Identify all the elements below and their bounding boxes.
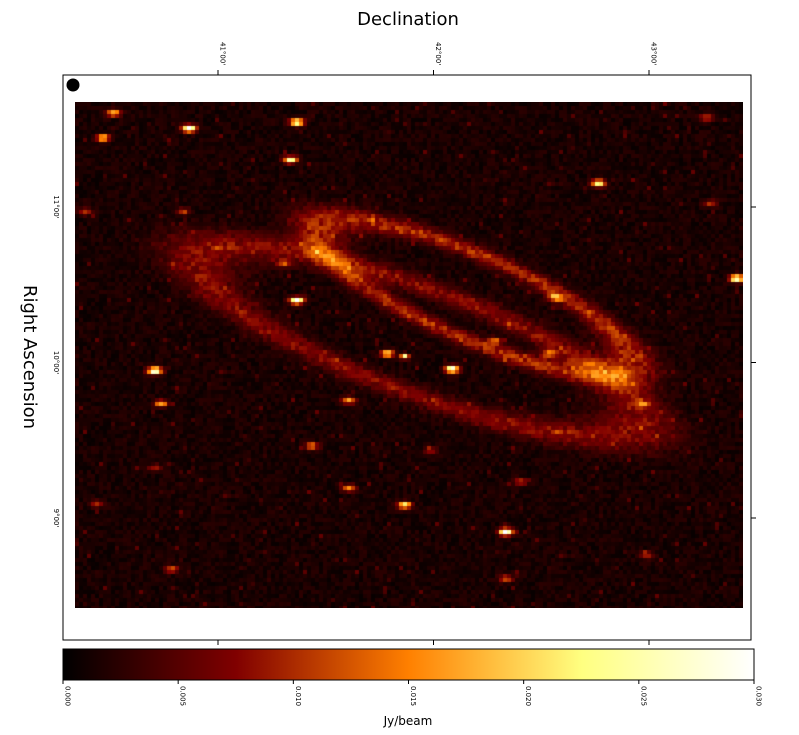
colorbar-tick-label: 0.030	[755, 686, 763, 706]
colorbar-tick-label: 0.000	[64, 686, 72, 706]
x-tick-label: 43°00'	[650, 42, 658, 65]
colorbar-tick-label: 0.010	[294, 686, 302, 706]
colorbar-ticks: 0.000 0.005 0.010 0.015 0.020 0.025 0.030	[62, 680, 763, 706]
x-axis-title: Declination	[357, 9, 459, 30]
colorbar	[62, 648, 755, 681]
colorbar-tick-label: 0.015	[409, 686, 417, 706]
colorbar-tick-label: 0.020	[524, 686, 532, 706]
x-ticks-bottom	[217, 640, 650, 645]
colorbar-label: Jy/beam	[383, 714, 433, 728]
y-axis-title: Right Ascension	[19, 285, 40, 429]
y-tick-label: 9°00'	[52, 509, 60, 528]
heatmap-image	[75, 102, 743, 608]
y-tick-label: 11°00'	[52, 195, 60, 218]
colorbar-tick-label: 0.005	[179, 686, 187, 706]
y-ticks: 11°00' 10°00' 9°00'	[52, 195, 756, 527]
heatmap-canvas	[75, 102, 743, 608]
x-ticks-top: 41°00' 42°00' 43°00'	[217, 42, 658, 75]
y-tick-label: 10°00'	[52, 351, 60, 374]
colorbar-tick-label: 0.025	[639, 686, 647, 706]
x-tick-label: 42°00'	[434, 42, 442, 65]
x-tick-label: 41°00'	[219, 42, 227, 65]
beam-marker	[66, 78, 80, 92]
